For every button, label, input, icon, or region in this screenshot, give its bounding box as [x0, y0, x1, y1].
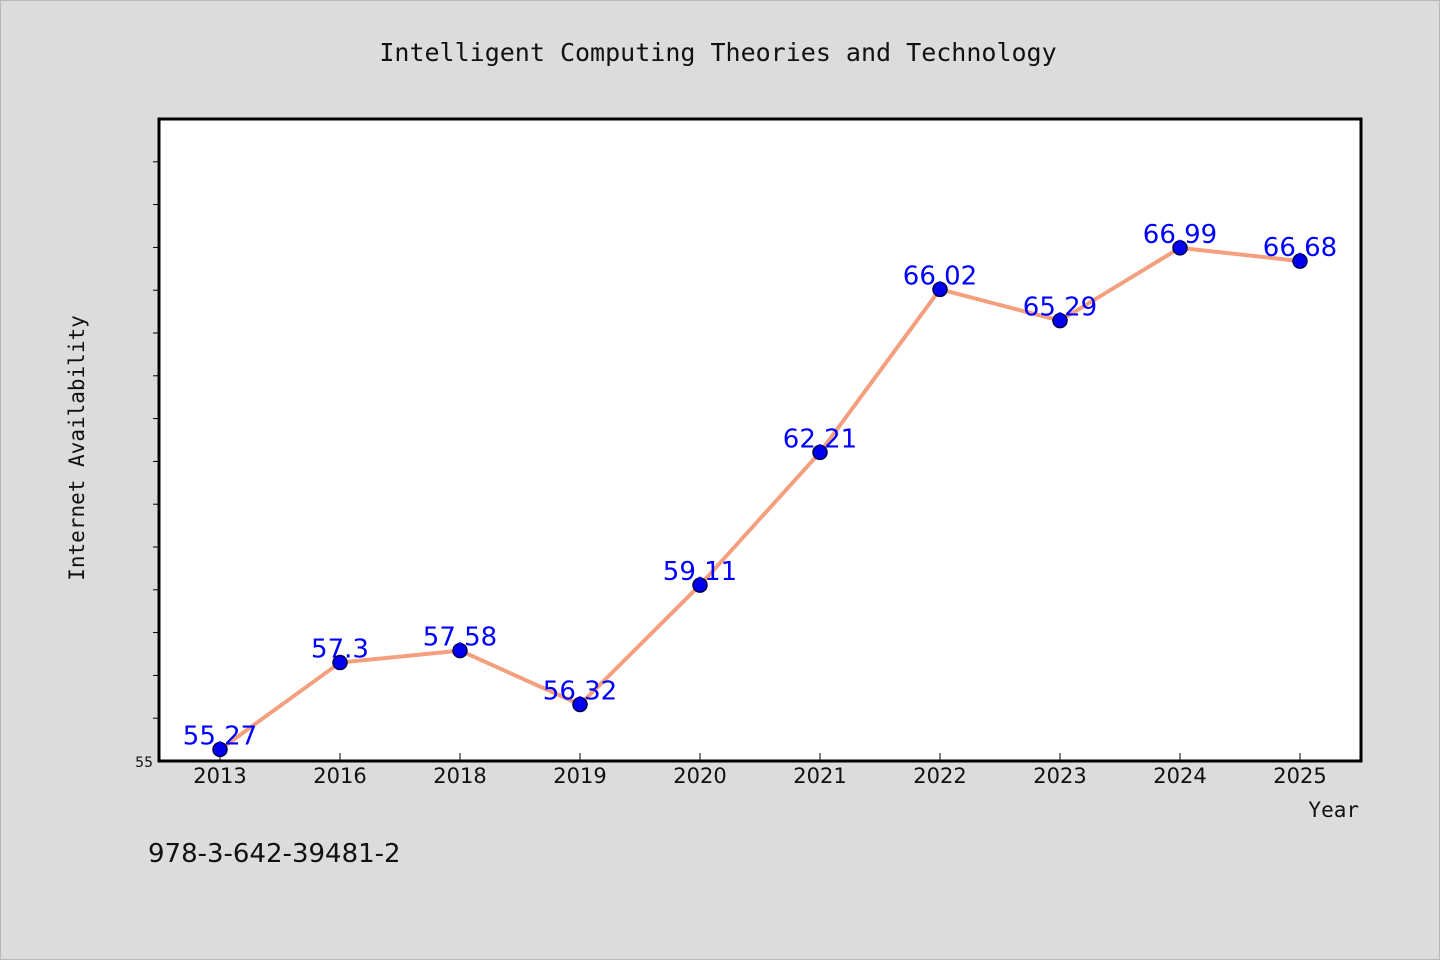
data-label: 65.29: [1023, 293, 1097, 323]
x-tick-label: 2016: [313, 764, 366, 788]
y-axis-label: Internet Availability: [65, 315, 89, 581]
x-tick-label: 2021: [793, 764, 846, 788]
data-point: [1172, 240, 1188, 256]
data-point: [212, 741, 228, 758]
data-label: 59.11: [663, 557, 737, 587]
data-point: [692, 577, 708, 593]
x-axis-label: Year: [1308, 798, 1359, 822]
data-label: 66.68: [1263, 233, 1337, 263]
x-tick-label: 2019: [553, 764, 606, 788]
data-label: 57.58: [423, 623, 497, 653]
data-point: [332, 654, 348, 671]
plot-area: [157, 117, 1363, 763]
x-tick-label: 2024: [1153, 764, 1206, 788]
data-label: 66.99: [1143, 220, 1217, 250]
series-group: 55.27 57.3 57.58 56.32 59.11 62.21 66.02 65.29 6…: [183, 220, 1337, 758]
data-point: [1052, 312, 1068, 329]
chart-title: Intelligent Computing Theories and Techn…: [379, 38, 1056, 67]
footer-isbn: 978-3-642-39481-2: [148, 839, 401, 869]
data-point: [932, 281, 948, 298]
data-point: [1292, 253, 1308, 269]
data-point: [812, 444, 828, 461]
data-label: 62.21: [783, 424, 857, 454]
y-axis-ticks: 55: [135, 161, 159, 771]
data-label: 56.32: [543, 677, 617, 707]
x-tick-label: 2020: [673, 764, 726, 788]
x-tick-label: 2023: [1033, 764, 1086, 788]
data-point: [572, 696, 588, 713]
y-tick-label: 55: [135, 755, 153, 771]
data-label: 55.27: [183, 721, 257, 751]
x-axis-ticks: 2013 2016 2018 2019 2020 2021 2022 2023 2024 2025: [193, 753, 1327, 788]
series-line: [218, 245, 1301, 752]
data-label: 57.3: [311, 635, 369, 665]
x-tick-label: 2025: [1273, 764, 1326, 788]
data-label: 66.02: [903, 261, 977, 291]
data-point: [452, 642, 468, 659]
x-tick-label: 2018: [433, 764, 486, 788]
x-tick-label: 2013: [193, 764, 246, 788]
x-tick-label: 2022: [913, 764, 966, 788]
